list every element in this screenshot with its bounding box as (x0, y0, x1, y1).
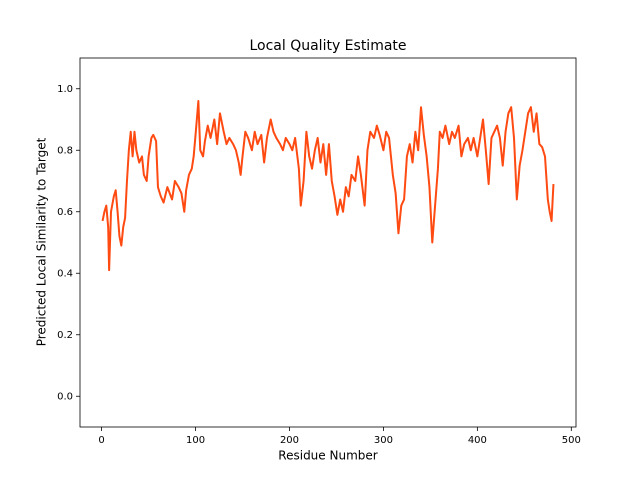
plot-frame (79, 57, 577, 428)
y-tick-label: 0.8 (57, 145, 73, 156)
x-tick-label: 0 (98, 435, 104, 446)
y-axis-label: Predicted Local Similarity to Target (35, 137, 49, 346)
y-tick-label: 0.0 (57, 391, 73, 402)
x-tick-label: 400 (468, 435, 487, 446)
y-tick-label: 0.2 (57, 330, 73, 341)
y-tick-label: 1.0 (57, 84, 73, 95)
x-tick-label: 100 (186, 435, 205, 446)
x-tick-label: 200 (280, 435, 299, 446)
x-tick-label: 300 (374, 435, 393, 446)
y-tick-label: 0.6 (57, 207, 73, 218)
line-series (101, 100, 555, 272)
x-tick-label: 500 (562, 435, 581, 446)
x-axis-label: Residue Number (278, 449, 377, 463)
chart-title: Local Quality Estimate (249, 38, 406, 54)
y-tick-label: 0.4 (57, 268, 73, 279)
